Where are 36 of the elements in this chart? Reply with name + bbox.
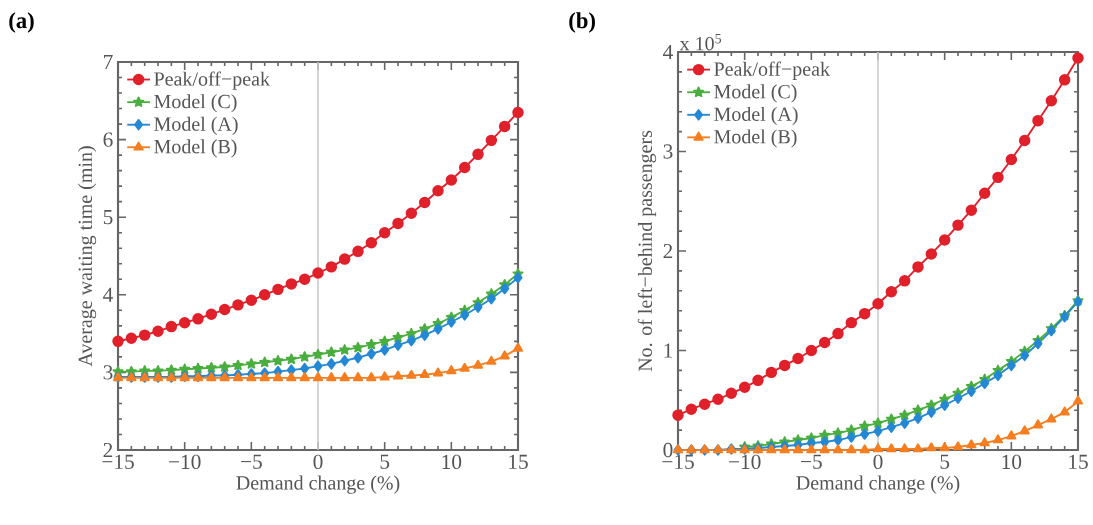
legend-label: Peak/off−peak xyxy=(154,71,270,90)
legend-label: Model (C) xyxy=(154,94,237,113)
x-tick-label: −5 xyxy=(801,454,822,469)
x-axis-title: Demand change (%) xyxy=(796,475,960,494)
y-tick-label: 2 xyxy=(663,243,673,259)
y-tick-label: 5 xyxy=(103,210,113,225)
x-tick-label: −10 xyxy=(729,454,761,470)
x-tick-label: 0 xyxy=(873,454,883,470)
y-axis-title: Average waiting time (min) xyxy=(77,146,97,367)
x-tick-label: 15 xyxy=(509,454,528,469)
legend-label: Model (A) xyxy=(154,116,238,135)
y-tick-label: 1 xyxy=(664,343,673,358)
y-tick-label: 3 xyxy=(103,365,113,380)
x-tick-label: 0 xyxy=(313,454,323,470)
y-tick-label: 4 xyxy=(663,44,673,60)
legend-label: Model (C) xyxy=(714,84,797,103)
text: x 10$^{5}$ xyxy=(679,34,722,51)
legend-label: Peak/off−peak xyxy=(714,61,830,80)
y-tick-label: 3 xyxy=(663,144,673,159)
chart-title: (b) xyxy=(569,12,595,33)
x-tick-label: 10 xyxy=(1002,454,1022,470)
legend-label: Model (B) xyxy=(714,129,797,148)
x-tick-label: −10 xyxy=(169,454,201,470)
y-tick-label: 6 xyxy=(103,132,113,147)
y-tick-label: 7 xyxy=(104,55,113,69)
legend-label: Model (A) xyxy=(714,106,798,126)
chart-title: (a) xyxy=(9,12,34,33)
legend-label: Model (B) xyxy=(154,139,237,158)
y-tick-label: 4 xyxy=(103,287,113,302)
y-axis-title: No. of left−behind passengers xyxy=(637,130,657,372)
x-axis-title: Demand change (%) xyxy=(236,475,400,494)
x-tick-label: 10 xyxy=(442,454,462,470)
x-tick-label: 5 xyxy=(940,454,950,469)
x-tick-label: 5 xyxy=(380,454,390,469)
x-tick-label: −5 xyxy=(241,454,262,469)
x-tick-label: 15 xyxy=(1069,454,1088,469)
